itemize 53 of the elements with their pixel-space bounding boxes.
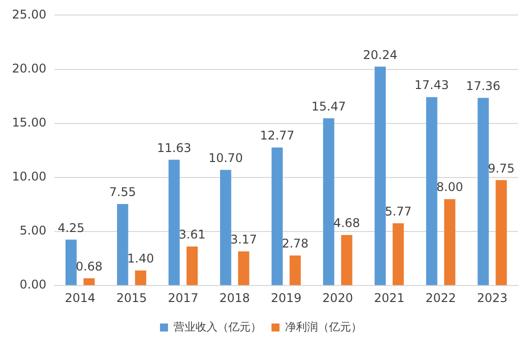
data-label: 9.75 [488,161,515,176]
data-label: 12.77 [260,128,294,143]
x-tick-label: 2020 [322,290,353,305]
bar [135,270,146,286]
y-tick-label: 0.00 [20,278,46,292]
bar [84,278,95,286]
data-label: 17.43 [414,78,449,92]
x-tick-label: 2014 [64,290,96,305]
data-label: 4.25 [58,220,84,235]
y-tick-label: 10.00 [12,170,46,184]
bar [117,204,128,286]
data-label: 5.77 [384,204,412,218]
legend-label: 净利润（亿元） [285,320,362,334]
y-tick-label: 5.00 [20,224,46,238]
bar [392,223,404,286]
data-label: 15.47 [312,99,346,114]
data-label: 1.40 [127,252,154,266]
data-label: 0.68 [76,259,102,274]
x-tick-label: 2019 [270,290,302,305]
bar [374,66,386,286]
bar [186,246,198,286]
data-label: 4.68 [333,216,360,230]
y-tick-label: 25.00 [12,7,46,22]
bar [168,160,180,286]
x-tick-label: 2017 [168,290,198,305]
bar [272,147,283,286]
bar [341,234,352,286]
legend-label: 营业收入（亿元） [174,320,262,334]
bar [66,240,77,286]
bar [496,180,507,286]
y-tick-label: 15.00 [12,115,46,130]
bar [478,98,489,286]
data-label: 3.17 [230,232,258,246]
x-tick-label: 2015 [116,290,147,305]
bar [426,97,438,286]
data-label: 20.24 [363,48,398,62]
data-label: 11.63 [156,140,192,155]
data-label: 17.36 [466,78,500,93]
bar [323,118,334,286]
x-tick-label: 2023 [476,290,508,305]
data-label: 10.70 [208,150,243,165]
bar [290,256,301,286]
x-tick-label: 2022 [425,290,456,305]
y-tick-label: 20.00 [12,61,46,76]
data-label: 2.78 [282,236,309,251]
data-label: 3.61 [178,228,206,242]
bar [238,251,250,286]
bar [220,170,232,286]
data-label: 8.00 [436,180,464,194]
x-tick-label: 2021 [374,290,404,305]
bar [444,199,456,286]
data-label: 7.55 [109,185,136,200]
x-tick-label: 2018 [219,290,250,305]
